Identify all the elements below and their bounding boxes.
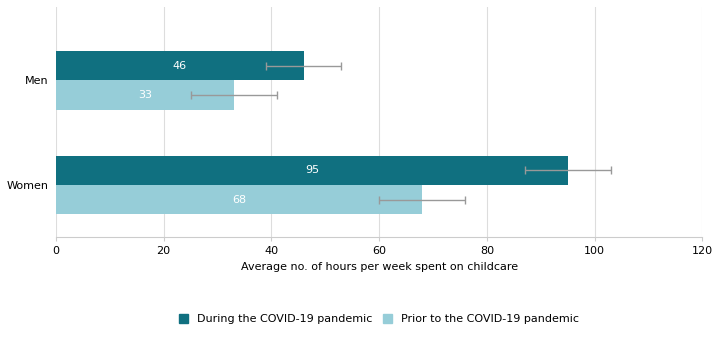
Bar	[56, 51, 304, 80]
Legend: During the COVID-19 pandemic, Prior to the COVID-19 pandemic: During the COVID-19 pandemic, Prior to t…	[175, 310, 584, 329]
Text: 33: 33	[138, 90, 152, 100]
X-axis label: Average no. of hours per week spent on childcare: Average no. of hours per week spent on c…	[240, 262, 518, 272]
Bar	[56, 80, 234, 110]
Text: 95: 95	[305, 166, 319, 175]
Text: 68: 68	[232, 195, 246, 205]
Bar	[56, 156, 568, 185]
Text: 46: 46	[173, 61, 187, 71]
Bar	[56, 185, 423, 214]
